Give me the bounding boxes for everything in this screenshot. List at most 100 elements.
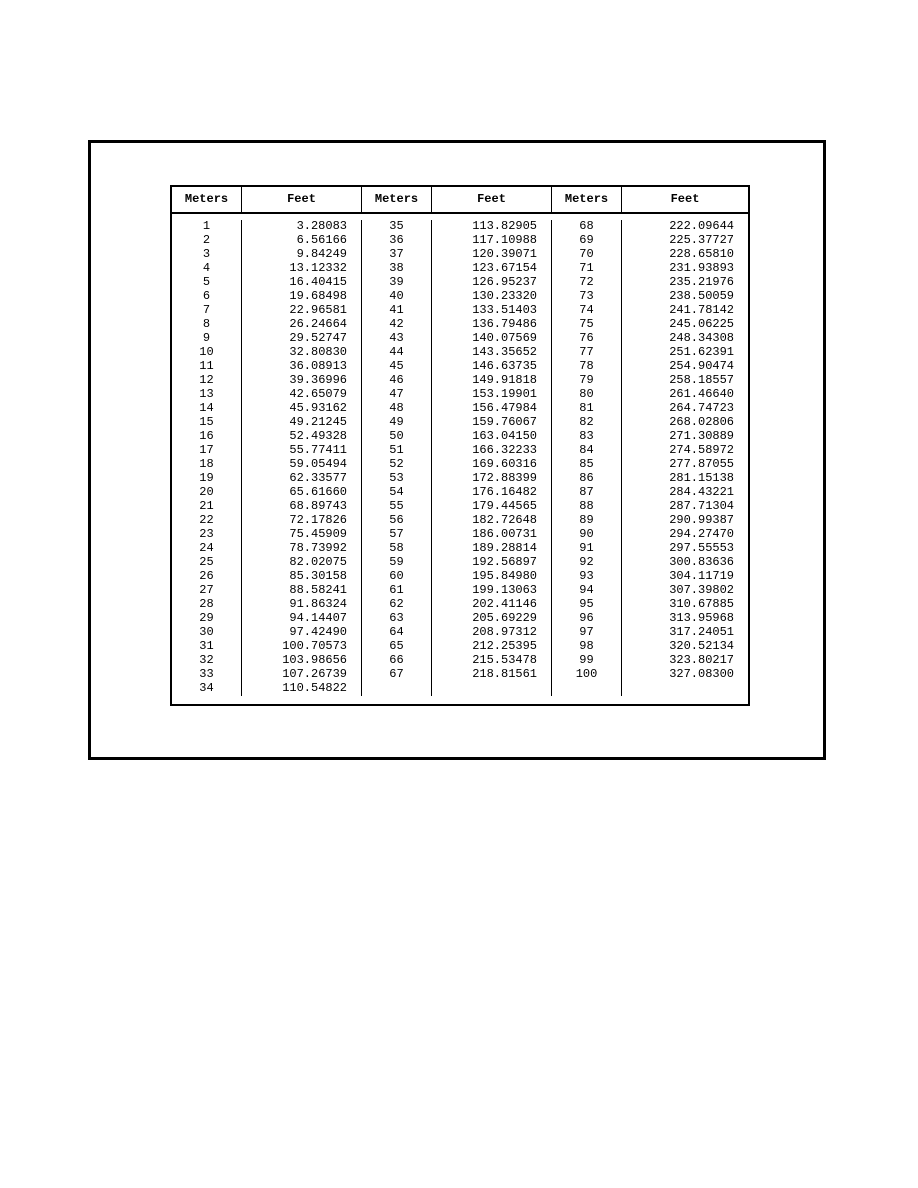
- table-row: 1136.0891345146.6373578254.90474: [172, 360, 748, 374]
- cell-meters: 65: [362, 640, 432, 654]
- table-row: 2065.6166054176.1648287284.43221: [172, 486, 748, 500]
- cell-meters: 19: [172, 472, 242, 486]
- cell-feet: 166.32233: [432, 444, 552, 458]
- cell-feet: 274.58972: [622, 444, 748, 458]
- cell-feet: 179.44565: [432, 500, 552, 514]
- cell-meters: 12: [172, 374, 242, 388]
- header-meters-1: Meters: [172, 187, 242, 212]
- cell-feet: 9.84249: [242, 248, 362, 262]
- cell-feet: 205.69229: [432, 612, 552, 626]
- cell-feet: 199.13063: [432, 584, 552, 598]
- cell-meters: 74: [552, 304, 622, 318]
- cell-meters: 80: [552, 388, 622, 402]
- table-row: 826.2466442136.7948675245.06225: [172, 318, 748, 332]
- cell-meters: 5: [172, 276, 242, 290]
- cell-meters: 76: [552, 332, 622, 346]
- cell-feet: 68.89743: [242, 500, 362, 514]
- cell-meters: 62: [362, 598, 432, 612]
- cell-meters: 44: [362, 346, 432, 360]
- cell-feet: 123.67154: [432, 262, 552, 276]
- cell-meters: 52: [362, 458, 432, 472]
- cell-feet: 231.93893: [622, 262, 748, 276]
- cell-feet: 22.96581: [242, 304, 362, 318]
- table-row: 32103.9865666215.5347899323.80217: [172, 654, 748, 668]
- cell-meters: 14: [172, 402, 242, 416]
- cell-feet: 26.24664: [242, 318, 362, 332]
- cell-feet: 59.05494: [242, 458, 362, 472]
- table-row: 39.8424937120.3907170228.65810: [172, 248, 748, 262]
- cell-feet: 169.60316: [432, 458, 552, 472]
- cell-feet: 110.54822: [242, 682, 362, 696]
- cell-meters: 6: [172, 290, 242, 304]
- table-row: 722.9658141133.5140374241.78142: [172, 304, 748, 318]
- cell-meters: 24: [172, 542, 242, 556]
- cell-meters: 59: [362, 556, 432, 570]
- cell-feet: 97.42490: [242, 626, 362, 640]
- cell-meters: 43: [362, 332, 432, 346]
- cell-meters: 31: [172, 640, 242, 654]
- cell-feet: 39.36996: [242, 374, 362, 388]
- cell-feet: 163.04150: [432, 430, 552, 444]
- cell-meters: 90: [552, 528, 622, 542]
- cell-feet: 287.71304: [622, 500, 748, 514]
- cell-meters: 27: [172, 584, 242, 598]
- cell-feet: [432, 682, 552, 696]
- cell-feet: 195.84980: [432, 570, 552, 584]
- cell-feet: 42.65079: [242, 388, 362, 402]
- cell-meters: 91: [552, 542, 622, 556]
- cell-meters: 35: [362, 220, 432, 234]
- cell-meters: 34: [172, 682, 242, 696]
- cell-meters: 3: [172, 248, 242, 262]
- cell-feet: 245.06225: [622, 318, 748, 332]
- cell-meters: 26: [172, 570, 242, 584]
- cell-meters: 79: [552, 374, 622, 388]
- header-feet-2: Feet: [432, 187, 552, 212]
- cell-feet: 238.50059: [622, 290, 748, 304]
- cell-meters: 98: [552, 640, 622, 654]
- cell-feet: 100.70573: [242, 640, 362, 654]
- cell-feet: 45.93162: [242, 402, 362, 416]
- table-row: 33107.2673967218.81561100327.08300: [172, 668, 748, 682]
- table-row: 929.5274743140.0756976248.34308: [172, 332, 748, 346]
- cell-meters: 30: [172, 626, 242, 640]
- cell-meters: 87: [552, 486, 622, 500]
- cell-feet: 36.08913: [242, 360, 362, 374]
- cell-meters: 93: [552, 570, 622, 584]
- cell-feet: 212.25395: [432, 640, 552, 654]
- cell-feet: 222.09644: [622, 220, 748, 234]
- cell-meters: 53: [362, 472, 432, 486]
- cell-meters: 77: [552, 346, 622, 360]
- table-row: 2375.4590957186.0073190294.27470: [172, 528, 748, 542]
- cell-feet: 13.12332: [242, 262, 362, 276]
- cell-feet: 78.73992: [242, 542, 362, 556]
- cell-meters: 78: [552, 360, 622, 374]
- cell-feet: 218.81561: [432, 668, 552, 682]
- cell-meters: 61: [362, 584, 432, 598]
- cell-meters: 4: [172, 262, 242, 276]
- cell-feet: 317.24051: [622, 626, 748, 640]
- cell-meters: 16: [172, 430, 242, 444]
- cell-meters: 9: [172, 332, 242, 346]
- cell-meters: 41: [362, 304, 432, 318]
- cell-feet: 120.39071: [432, 248, 552, 262]
- cell-meters: [362, 682, 432, 696]
- cell-feet: 281.15138: [622, 472, 748, 486]
- cell-feet: 126.95237: [432, 276, 552, 290]
- cell-meters: 71: [552, 262, 622, 276]
- cell-feet: 65.61660: [242, 486, 362, 500]
- cell-feet: 94.14407: [242, 612, 362, 626]
- cell-meters: 39: [362, 276, 432, 290]
- table-row: 1962.3357753172.8839986281.15138: [172, 472, 748, 486]
- cell-feet: 29.52747: [242, 332, 362, 346]
- table-row: 1445.9316248156.4798481264.74723: [172, 402, 748, 416]
- table-row: 2168.8974355179.4456588287.71304: [172, 500, 748, 514]
- cell-feet: 149.91818: [432, 374, 552, 388]
- cell-meters: 1: [172, 220, 242, 234]
- cell-meters: 75: [552, 318, 622, 332]
- cell-meters: 50: [362, 430, 432, 444]
- cell-meters: 100: [552, 668, 622, 682]
- table-row: 2788.5824161199.1306394307.39802: [172, 584, 748, 598]
- cell-meters: 42: [362, 318, 432, 332]
- cell-meters: 28: [172, 598, 242, 612]
- cell-meters: 18: [172, 458, 242, 472]
